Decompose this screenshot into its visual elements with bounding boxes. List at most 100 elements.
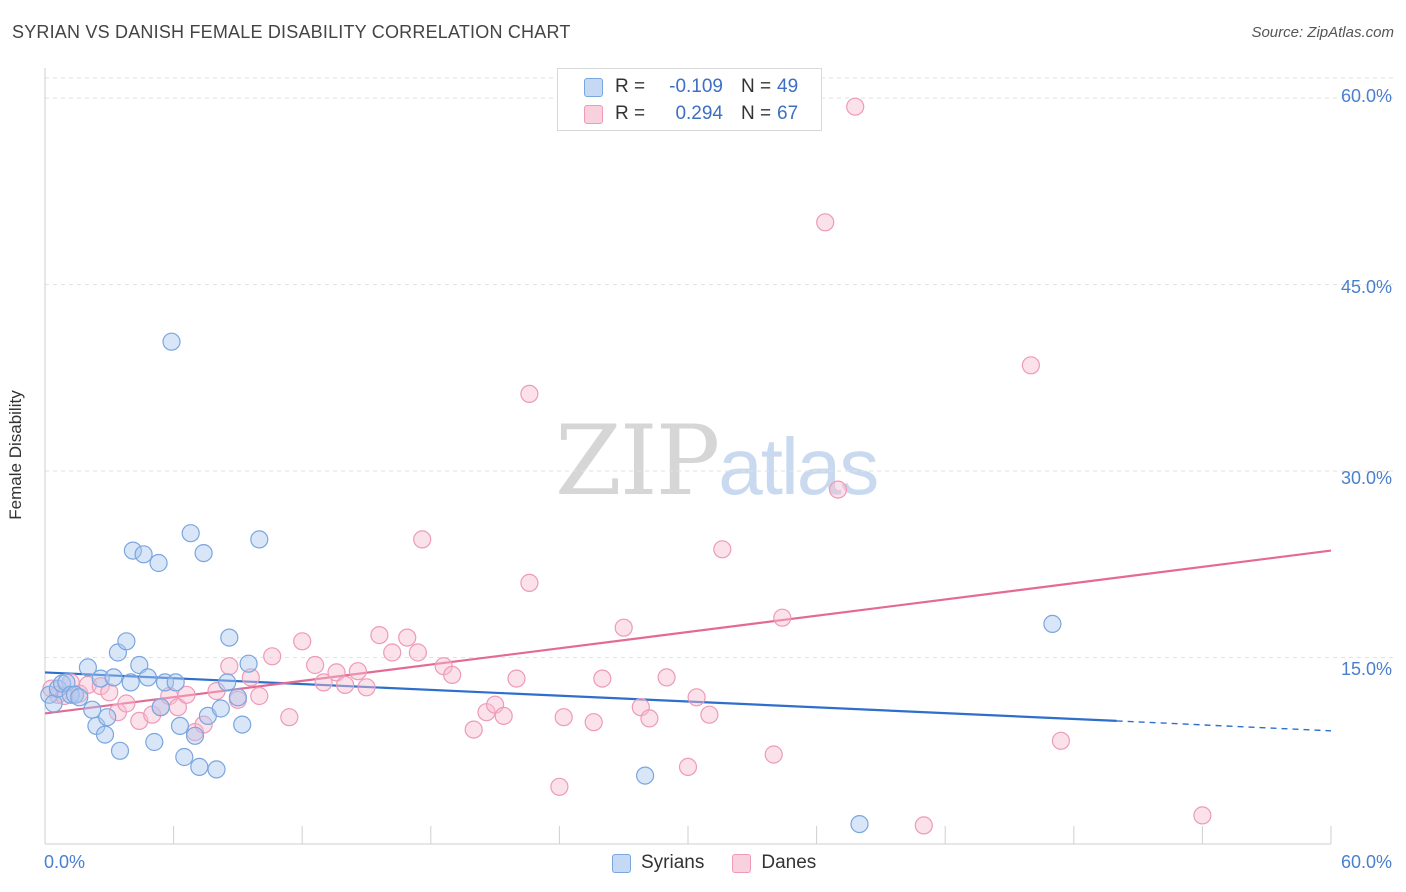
danes-point: [177, 685, 196, 704]
danes-point: [640, 709, 659, 728]
syrians-point: [110, 741, 130, 760]
syrians-point: [149, 553, 168, 573]
axes: [44, 68, 1332, 845]
danes-point: [263, 647, 282, 666]
n-label: N =: [741, 103, 772, 124]
syrians-point: [151, 698, 170, 717]
danes-point: [678, 757, 698, 777]
danes-point: [398, 628, 417, 647]
y-tick-label: 45.0%: [1340, 277, 1392, 297]
danes-point: [846, 97, 865, 116]
syrians-point: [211, 699, 230, 718]
danes-swatch: [732, 853, 752, 873]
danes-point: [314, 673, 333, 692]
syrians-point: [78, 658, 98, 677]
syrians-point: [190, 757, 209, 777]
r-label: R =: [615, 76, 646, 97]
danes-point: [494, 706, 513, 726]
danes-point: [657, 668, 676, 687]
danes-point: [520, 384, 539, 403]
syrians-point: [95, 725, 115, 744]
danes-point: [306, 655, 325, 675]
danes-point: [413, 530, 432, 549]
syrians-point: [207, 760, 226, 779]
syrians-point: [1043, 614, 1062, 634]
legend-row-danes: R = 0.294 N = 67: [584, 102, 798, 126]
syrians-point: [70, 688, 89, 707]
danes-point: [554, 708, 573, 727]
syrians-point: [44, 694, 63, 713]
syrians-point: [194, 543, 213, 563]
trendline-danes: [44, 549, 1332, 715]
danes-points: [42, 97, 1212, 835]
danes-point: [816, 213, 835, 232]
danes-point: [464, 720, 483, 739]
syrians-point: [166, 673, 185, 692]
legend-item-danes[interactable]: Danes: [732, 852, 816, 874]
syrians-point: [218, 673, 237, 692]
series-legend: Syrians Danes: [612, 852, 844, 874]
legend-item-syrians[interactable]: Syrians: [612, 852, 704, 874]
danes-point: [383, 643, 402, 662]
danes-point: [1051, 731, 1071, 750]
syrians-point: [123, 541, 142, 560]
y-axis-label: Female Disability: [6, 390, 25, 520]
danes-point: [293, 632, 312, 651]
danes-point: [773, 608, 792, 627]
danes-point: [100, 683, 119, 702]
danes-point: [764, 745, 783, 764]
syrians-point: [635, 766, 655, 785]
syrians-point: [91, 669, 110, 688]
syrians-point: [170, 716, 190, 736]
syrians-point: [130, 655, 149, 675]
legend-row-syrians: R = -0.109 N = 49: [584, 75, 798, 99]
danes-point: [348, 662, 367, 681]
syrians-swatch: [612, 853, 631, 873]
n-label: N =: [741, 76, 772, 97]
syrians-point: [228, 688, 247, 707]
syrians-point: [250, 530, 269, 549]
danes-swatch: [584, 104, 603, 124]
syrians-point: [117, 632, 136, 651]
legend-label-syrians: Syrians: [641, 852, 705, 873]
syrians-point: [850, 814, 869, 834]
danes-point: [408, 643, 427, 662]
r-value: -0.109: [669, 76, 723, 97]
y-tick-label: 15.0%: [1340, 659, 1392, 679]
danes-point: [700, 705, 719, 724]
r-value: 0.294: [675, 103, 723, 124]
danes-point: [370, 625, 389, 645]
trendline-extension-syrians: [1116, 720, 1332, 732]
legend-label-danes: Danes: [761, 852, 817, 873]
danes-point: [336, 675, 355, 695]
danes-point: [241, 668, 260, 687]
n-value: 67: [777, 103, 799, 124]
gridlines: [45, 77, 1395, 658]
danes-point: [520, 573, 539, 593]
syrians-point: [162, 332, 181, 351]
danes-point: [584, 713, 603, 732]
source-label: Source: ZipAtlas.com: [1251, 24, 1394, 41]
danes-point: [280, 708, 299, 727]
danes-point: [357, 678, 376, 697]
danes-point: [117, 694, 136, 713]
y-tick-label: 30.0%: [1340, 468, 1392, 488]
syrians-point: [155, 673, 175, 692]
danes-point: [327, 663, 346, 682]
trendlines: [44, 549, 1332, 732]
syrians-point: [233, 715, 252, 734]
danes-point: [443, 665, 462, 685]
r-label: R =: [615, 103, 646, 124]
n-value: 49: [777, 76, 799, 97]
syrians-point: [220, 628, 239, 647]
syrians-point: [98, 708, 117, 727]
syrians-swatch: [584, 77, 603, 97]
x-tick-label-max: 60.0%: [1340, 852, 1392, 872]
stats-legend: R = -0.109 N = 49 R = 0.294 N = 67: [557, 68, 822, 131]
danes-point: [593, 669, 612, 688]
danes-point: [828, 480, 848, 499]
y-tick-label: 60.0%: [1340, 86, 1392, 106]
trendline-syrians: [44, 671, 1117, 723]
chart-title: SYRIAN VS DANISH FEMALE DISABILITY CORRE…: [12, 22, 571, 42]
